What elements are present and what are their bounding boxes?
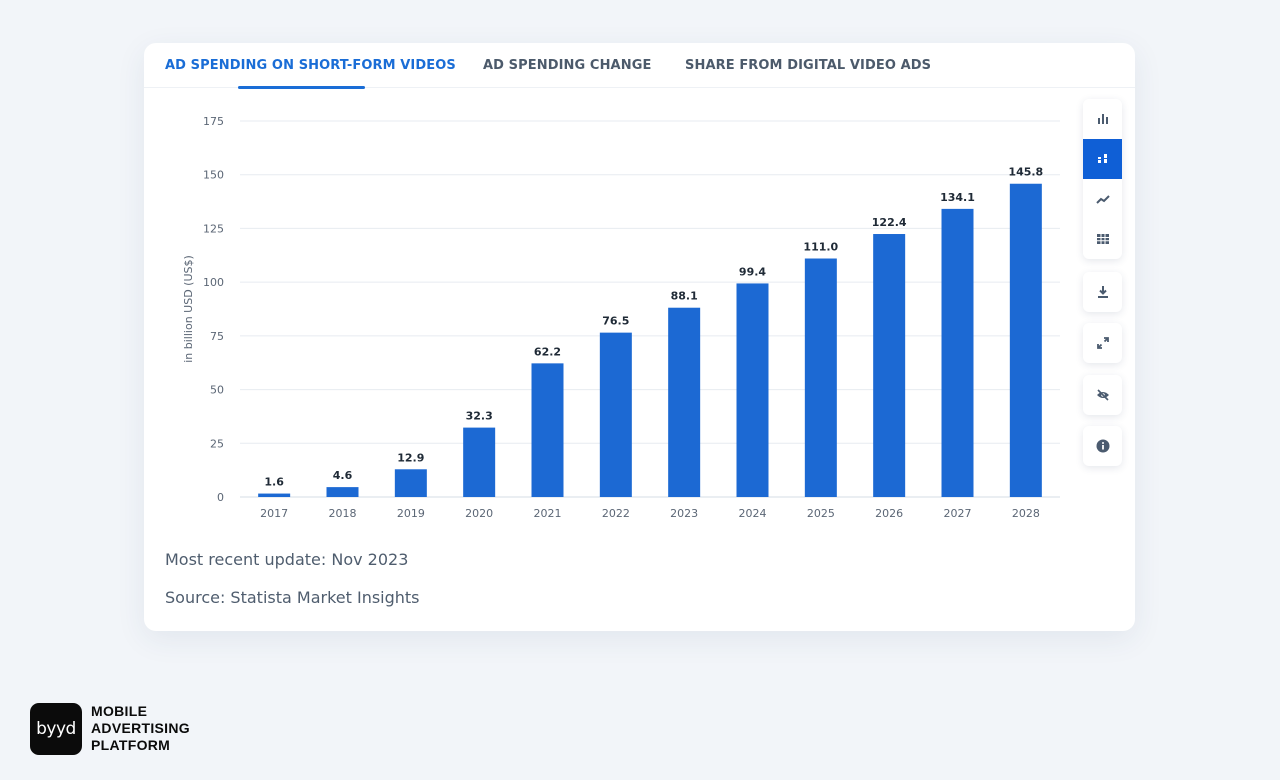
bar bbox=[394, 469, 427, 497]
line-chart-button[interactable] bbox=[1083, 179, 1122, 219]
bar bbox=[531, 363, 564, 497]
x-tick-label: 2018 bbox=[329, 507, 357, 520]
bar bbox=[599, 332, 632, 497]
bar bbox=[804, 258, 837, 497]
stacked-bar-button[interactable] bbox=[1083, 139, 1122, 179]
download-button[interactable] bbox=[1083, 272, 1122, 312]
data-label: 122.4 bbox=[872, 216, 907, 229]
tab-bar: AD SPENDING ON SHORT-FORM VIDEOS AD SPEN… bbox=[144, 43, 1135, 89]
download-group bbox=[1083, 272, 1122, 312]
brand-line-3: PLATFORM bbox=[91, 737, 171, 753]
x-tick-label: 2019 bbox=[397, 507, 425, 520]
x-tick-label: 2026 bbox=[875, 507, 903, 520]
brand-line-1: MOBILE bbox=[91, 703, 148, 719]
x-tick-label: 2021 bbox=[534, 507, 562, 520]
data-label: 99.4 bbox=[739, 265, 766, 278]
brand-block: byyd MOBILE ADVERTISING PLATFORM bbox=[30, 703, 250, 755]
data-label: 134.1 bbox=[940, 191, 975, 204]
bar bbox=[668, 307, 701, 497]
brand-logo[interactable]: byyd bbox=[30, 703, 82, 755]
y-tick-label: 50 bbox=[210, 384, 224, 397]
y-tick-label: 100 bbox=[203, 276, 224, 289]
tab-ad-spending-change[interactable]: AD SPENDING CHANGE bbox=[483, 58, 652, 73]
data-label: 4.6 bbox=[333, 469, 353, 482]
x-tick-label: 2017 bbox=[260, 507, 288, 520]
download-icon bbox=[1097, 286, 1108, 298]
source-note: Source: Statista Market Insights bbox=[165, 588, 420, 607]
x-tick-label: 2024 bbox=[739, 507, 767, 520]
x-tick-label: 2023 bbox=[670, 507, 698, 520]
data-label: 1.6 bbox=[264, 476, 284, 489]
y-tick-label: 175 bbox=[203, 115, 224, 128]
bar-chart: 0 25 50 75 100 125 150 175 in billion USD (US$) 1… bbox=[182, 115, 1060, 520]
bar bbox=[326, 487, 359, 497]
bar bbox=[1009, 183, 1042, 497]
x-tick-label: 2022 bbox=[602, 507, 630, 520]
active-tab-indicator bbox=[238, 86, 365, 89]
data-label: 32.3 bbox=[466, 410, 493, 423]
table-view-button[interactable] bbox=[1083, 219, 1122, 259]
bar bbox=[873, 234, 906, 497]
line-chart-icon bbox=[1095, 195, 1110, 204]
y-tick-label: 0 bbox=[217, 491, 224, 504]
y-tick-label: 150 bbox=[203, 169, 224, 182]
bar-chart-button[interactable] bbox=[1083, 99, 1122, 139]
hide-button[interactable] bbox=[1083, 375, 1122, 415]
x-tick-label: 2020 bbox=[465, 507, 493, 520]
data-label: 62.2 bbox=[534, 345, 561, 358]
fullscreen-button[interactable] bbox=[1083, 323, 1122, 363]
info-group bbox=[1083, 426, 1122, 466]
bar-chart-icon bbox=[1097, 114, 1108, 124]
brand-line-2: ADVERTISING bbox=[91, 720, 190, 736]
hide-group bbox=[1083, 375, 1122, 415]
data-label: 76.5 bbox=[602, 315, 629, 328]
stacked-bar-icon bbox=[1097, 154, 1107, 163]
table-icon bbox=[1096, 234, 1109, 244]
y-tick-label: 75 bbox=[210, 330, 224, 343]
x-tick-label: 2028 bbox=[1012, 507, 1040, 520]
y-tick-label: 125 bbox=[203, 222, 224, 235]
data-label: 111.0 bbox=[803, 241, 838, 254]
bar bbox=[941, 208, 974, 497]
chart-type-group bbox=[1083, 99, 1122, 259]
bar bbox=[258, 493, 291, 497]
brand-tagline: MOBILE ADVERTISING PLATFORM bbox=[91, 703, 190, 754]
x-tick-label: 2027 bbox=[944, 507, 972, 520]
chart-card: AD SPENDING ON SHORT-FORM VIDEOS AD SPEN… bbox=[144, 43, 1135, 631]
x-tick-label: 2025 bbox=[807, 507, 835, 520]
fullscreen-icon bbox=[1096, 337, 1109, 349]
bar bbox=[463, 427, 496, 497]
y-axis-label: in billion USD (US$) bbox=[182, 255, 195, 363]
data-label: 145.8 bbox=[1008, 166, 1043, 179]
tab-short-form-video-spending[interactable]: AD SPENDING ON SHORT-FORM VIDEOS bbox=[165, 58, 456, 73]
info-button[interactable] bbox=[1083, 426, 1122, 466]
fullscreen-group bbox=[1083, 323, 1122, 363]
y-tick-label: 25 bbox=[210, 437, 224, 450]
last-update-note: Most recent update: Nov 2023 bbox=[165, 550, 409, 569]
info-icon bbox=[1096, 439, 1109, 453]
tab-share-digital-video-ads[interactable]: SHARE FROM DIGITAL VIDEO ADS bbox=[685, 58, 932, 73]
hide-icon bbox=[1096, 389, 1109, 401]
bar bbox=[736, 283, 769, 497]
data-label: 12.9 bbox=[397, 451, 424, 464]
data-label: 88.1 bbox=[671, 290, 698, 303]
